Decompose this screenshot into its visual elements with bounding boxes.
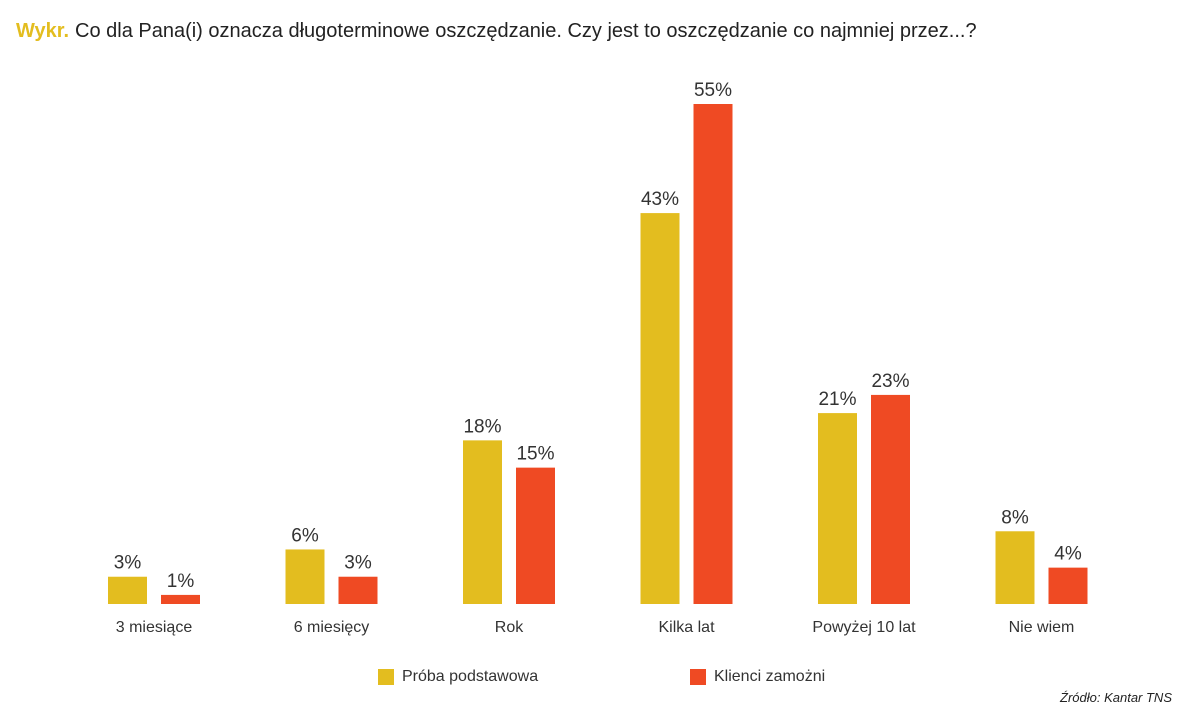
data-label-klienci-zamozni-6-miesiecy: 3% <box>344 553 372 574</box>
bar-klienci-zamozni-6-miesiecy <box>338 576 378 604</box>
data-label-proba-podstawowa-6-miesiecy: 6% <box>291 525 319 546</box>
data-label-klienci-zamozni-nie-wiem: 4% <box>1054 544 1082 565</box>
bar-proba-podstawowa-rok <box>463 440 502 604</box>
data-label-proba-podstawowa-powyzej-10-lat: 21% <box>818 389 856 410</box>
data-label-klienci-zamozni-rok: 15% <box>516 444 554 465</box>
category-label-nie-wiem: Nie wiem <box>1009 619 1075 636</box>
bar-proba-podstawowa-6-miesiecy <box>285 549 325 604</box>
bar-klienci-zamozni-3-miesiace <box>161 594 200 604</box>
bar-klienci-zamozni-powyzej-10-lat <box>871 394 910 604</box>
category-label-rok: Rok <box>495 619 524 636</box>
bar-proba-podstawowa-nie-wiem <box>995 531 1035 604</box>
legend-label-proba-podstawowa: Próba podstawowa <box>402 668 539 685</box>
bar-proba-podstawowa-powyzej-10-lat <box>818 413 857 604</box>
category-label-3-miesiace: 3 miesiące <box>116 619 193 636</box>
data-label-klienci-zamozni-kilka-lat: 55% <box>694 80 732 101</box>
category-label-kilka-lat: Kilka lat <box>658 619 715 636</box>
legend-item-proba-podstawowa: Próba podstawowa <box>378 668 538 686</box>
source-note: Źródło: Kantar TNS <box>1060 690 1172 705</box>
legend-swatch-proba-podstawowa <box>378 669 394 685</box>
chart-title: Wykr. Co dla Pana(i) oznacza długotermino… <box>16 20 977 43</box>
bar-klienci-zamozni-kilka-lat <box>693 104 733 604</box>
data-label-proba-podstawowa-nie-wiem: 8% <box>1001 507 1029 528</box>
data-label-proba-podstawowa-rok: 18% <box>463 416 501 437</box>
legend: Próba podstawowa Klienci zamożni <box>0 668 1188 692</box>
bar-chart: 3% 1% 3 miesiące 6% 3% 6 miesięcy 18% 15% Rok 43%… <box>108 80 1088 636</box>
legend-item-klienci-zamozni: Klienci zamożni <box>690 668 825 686</box>
category-label-6-miesiecy: 6 miesięcy <box>294 619 370 636</box>
chart-title-prefix: Wykr. <box>16 20 69 42</box>
legend-label-klienci-zamozni: Klienci zamożni <box>714 668 826 685</box>
bar-klienci-zamozni-nie-wiem <box>1048 567 1088 604</box>
bar-proba-podstawowa-kilka-lat <box>640 213 680 604</box>
data-label-proba-podstawowa-kilka-lat: 43% <box>641 189 679 210</box>
data-label-proba-podstawowa-3-miesiace: 3% <box>114 553 142 574</box>
bar-proba-podstawowa-3-miesiace <box>108 576 147 604</box>
data-label-klienci-zamozni-3-miesiace: 1% <box>167 571 195 592</box>
legend-swatch-klienci-zamozni <box>690 669 706 685</box>
chart-title-text: Co dla Pana(i) oznacza długoterminowe os… <box>75 20 977 42</box>
data-label-klienci-zamozni-powyzej-10-lat: 23% <box>871 371 909 392</box>
category-label-powyzej-10-lat: Powyżej 10 lat <box>812 619 916 636</box>
bar-klienci-zamozni-rok <box>516 467 555 604</box>
